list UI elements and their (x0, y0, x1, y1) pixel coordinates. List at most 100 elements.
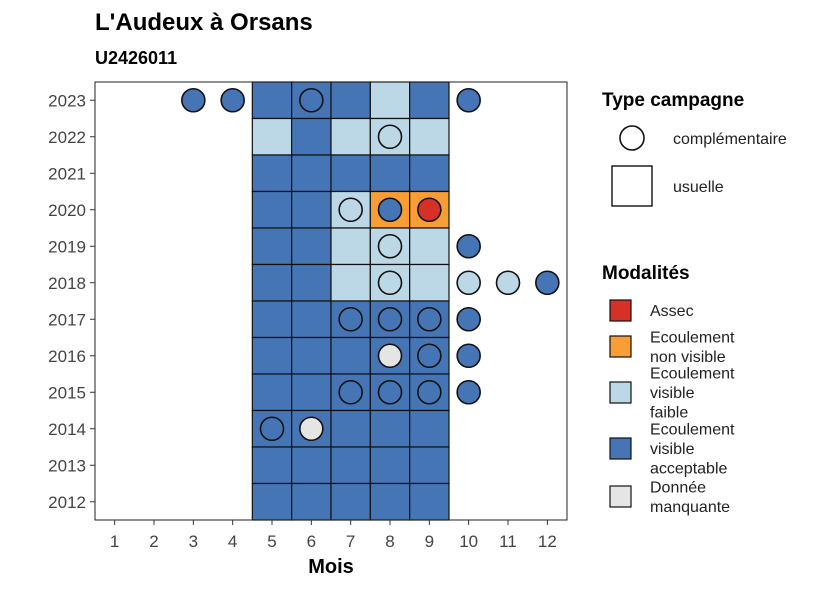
point-2015-8 (377, 379, 403, 405)
usuelle-tiles (251, 81, 450, 521)
point-2018-8 (377, 270, 403, 296)
point-2014-5 (259, 416, 285, 442)
point-2017-10 (456, 306, 481, 332)
tile-2018-7 (330, 263, 371, 302)
tile-2022-7 (330, 117, 371, 156)
tile-2020-6 (291, 190, 332, 229)
tile-2022-6 (291, 117, 332, 156)
y-tick-label: 2018 (48, 274, 86, 293)
tile-2013-5 (251, 446, 293, 485)
x-tick-label: 4 (228, 532, 237, 551)
point-2023-6 (299, 87, 324, 113)
tile-2013-8 (369, 446, 411, 485)
point-2016-9 (417, 343, 442, 369)
point-2015-7 (338, 379, 363, 405)
tile-2023-8 (369, 81, 411, 120)
legend-modalite-label: Ecoulement visible faible (650, 366, 735, 422)
tile-2016-5 (251, 336, 293, 375)
tile-2023-9 (409, 81, 450, 120)
tile-2012-9 (409, 482, 450, 521)
chart-subtitle: U2426011 (95, 48, 177, 68)
y-tick-label: 2016 (48, 347, 86, 366)
tile-2018-5 (251, 263, 293, 302)
tile-2012-5 (251, 482, 293, 521)
chart-title: L'Audeux à Orsans (95, 9, 313, 36)
legend-type-label: complémentaire (673, 131, 787, 148)
legend: Type campagne Modalités complémentaire us… (602, 90, 787, 516)
legend-swatch-acceptable (609, 437, 632, 460)
y-tick-label: 2023 (48, 91, 86, 110)
tile-2022-5 (251, 117, 293, 156)
tile-2019-9 (409, 227, 450, 266)
point-2018-10 (456, 270, 481, 296)
point-2020-7 (338, 197, 363, 223)
panel-border (94, 81, 568, 521)
tile-2023-7 (330, 81, 371, 120)
y-tick-label: 2021 (48, 164, 86, 183)
y-tick-label: 2015 (48, 383, 86, 402)
x-tick-label: 5 (267, 532, 276, 551)
tile-2022-9 (409, 117, 450, 156)
x-tick-label: 12 (538, 532, 557, 551)
tile-2013-6 (291, 446, 332, 485)
point-2019-10 (456, 233, 481, 259)
tile-2019-6 (291, 227, 332, 266)
x-tick-label: 6 (307, 532, 316, 551)
point-2017-7 (338, 306, 363, 332)
tile-2018-6 (291, 263, 332, 302)
tile-2018-9 (409, 263, 450, 302)
legend-type-label: usuelle (673, 179, 724, 196)
y-tick-label: 2017 (48, 310, 86, 329)
tile-2013-9 (409, 446, 450, 485)
point-2014-6 (299, 416, 324, 442)
point-2022-8 (377, 124, 403, 150)
legend-swatch-assec (609, 299, 632, 322)
tile-2017-5 (251, 300, 293, 339)
x-tick-label: 1 (110, 532, 119, 551)
tile-2019-7 (330, 227, 371, 266)
y-tick-label: 2020 (48, 201, 86, 220)
tile-2021-7 (330, 154, 371, 193)
legend-modalite-label: Assec (650, 303, 694, 320)
x-axis-title: Mois (308, 556, 354, 578)
tile-2014-7 (330, 409, 371, 448)
point-2015-10 (456, 379, 481, 405)
tile-2014-9 (409, 409, 450, 448)
plot-area: 1 2 3 4 5 6 7 8 9 10 11 122012201320142015201620172… (48, 81, 568, 551)
point-2023-4 (220, 87, 245, 113)
legend-swatch-manquante (609, 485, 632, 508)
tile-2012-7 (330, 482, 371, 521)
x-tick-label: 3 (189, 532, 198, 551)
x-tick-label: 9 (425, 532, 434, 551)
y-tick-label: 2019 (48, 237, 86, 256)
point-2020-8 (377, 197, 403, 223)
tile-2014-8 (369, 409, 411, 448)
tile-2021-6 (291, 154, 332, 193)
legend-circle-key (619, 125, 645, 151)
x-tick-label: 7 (346, 532, 355, 551)
point-2016-10 (456, 343, 481, 369)
y-tick-label: 2014 (48, 420, 86, 439)
x-tick-label: 8 (385, 532, 394, 551)
point-2015-9 (417, 379, 442, 405)
tile-2013-7 (330, 446, 371, 485)
x-tick-label: 10 (459, 532, 478, 551)
legend-modalite-label: Ecoulement visible acceptable (650, 422, 735, 478)
point-2018-11 (495, 270, 521, 296)
tile-2012-8 (369, 482, 411, 521)
legend-modalite-label: Ecoulement non visible (650, 329, 735, 366)
point-2023-3 (181, 87, 206, 113)
point-2019-8 (377, 233, 403, 259)
x-tick-label: 2 (149, 532, 158, 551)
tile-2020-5 (251, 190, 293, 229)
legend-modalites-title: Modalités (602, 263, 690, 284)
tile-2019-5 (251, 227, 293, 266)
point-2017-8 (377, 306, 403, 332)
legend-swatch-non_visible (609, 335, 632, 358)
point-2020-9 (417, 197, 442, 223)
point-2023-10 (456, 87, 481, 113)
y-tick-label: 2013 (48, 456, 86, 475)
tile-2021-9 (409, 154, 450, 193)
complementaire-points (181, 87, 560, 442)
tile-2012-6 (291, 482, 332, 521)
